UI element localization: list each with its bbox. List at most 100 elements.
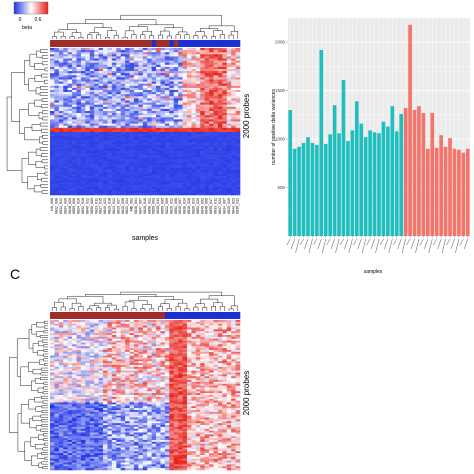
- column-dendrogram-branch: [131, 34, 137, 39]
- heatmap-cell: [94, 136, 99, 139]
- heatmap-cell: [54, 138, 60, 141]
- heatmap-cell: [191, 87, 197, 91]
- heatmap-cell: [94, 182, 99, 185]
- heatmap-cell: [151, 176, 157, 179]
- heatmap-cell: [231, 335, 236, 338]
- heatmap-cell: [226, 342, 232, 345]
- heatmap-cell: [72, 54, 77, 57]
- column-dendrogram-branch: [71, 302, 82, 309]
- heatmap-cell: [58, 335, 64, 338]
- heatmap-cell: [195, 333, 201, 336]
- heatmap-cell: [235, 338, 241, 341]
- heatmap-cell: [147, 329, 152, 332]
- heatmap-cell: [54, 327, 60, 330]
- heatmap-cell: [204, 182, 210, 185]
- heatmap-cell: [98, 340, 104, 343]
- heatmap-cell: [191, 54, 197, 57]
- heatmap-cell: [111, 98, 117, 101]
- row-dendrogram-branch: [41, 98, 48, 102]
- heatmap-cell: [80, 335, 86, 338]
- heatmap-cell: [217, 77, 223, 80]
- heatmap-cell: [142, 188, 148, 192]
- heatmap-cell: [142, 167, 148, 171]
- bar: [337, 133, 341, 236]
- heatmap-cell: [67, 136, 73, 139]
- heatmap-cell: [173, 52, 179, 55]
- heatmap-cell: [138, 119, 144, 122]
- heatmap-cell: [94, 376, 99, 379]
- heatmap-cell: [156, 171, 161, 175]
- heatmap-cell: [50, 73, 55, 76]
- heatmap-cell: [204, 155, 210, 158]
- row-dendrogram-branch: [24, 60, 30, 85]
- heatmap-cell: [160, 169, 166, 173]
- heatmap-cell: [160, 357, 166, 360]
- heatmap-cell: [147, 142, 152, 145]
- heatmap-cell: [209, 372, 214, 375]
- heatmap-cell: [142, 104, 148, 108]
- heatmap-cell: [151, 106, 157, 110]
- heatmap-cell: [50, 325, 55, 328]
- heatmap-cell: [231, 321, 236, 325]
- heatmap-cell: [80, 180, 86, 183]
- heatmap-cell: [89, 192, 95, 196]
- heatmap-cell: [182, 134, 188, 137]
- heatmap-cell: [204, 363, 210, 366]
- heatmap-cell: [80, 338, 86, 341]
- heatmap-cell: [120, 378, 126, 381]
- heatmap-cell: [63, 163, 68, 166]
- heatmap-cell: [195, 171, 201, 175]
- heatmap-cell: [178, 79, 183, 82]
- heatmap-cell: [125, 378, 130, 381]
- heatmap-cell: [226, 77, 232, 80]
- heatmap-cell: [204, 163, 210, 166]
- heatmap-cell: [173, 111, 179, 114]
- heatmap-cell: [217, 365, 223, 368]
- heatmap-cell: [182, 117, 188, 120]
- heatmap-cell: [147, 102, 152, 105]
- heatmap-cell: [116, 102, 121, 105]
- heatmap-cell: [50, 157, 55, 160]
- heatmap-cell: [164, 320, 170, 323]
- bar: [417, 106, 421, 236]
- heatmap-cell: [107, 54, 113, 57]
- heatmap-cell: [50, 365, 55, 368]
- x-tick-label: [299, 238, 304, 246]
- column-dendrogram-branch: [54, 31, 64, 37]
- heatmap-cell: [200, 75, 205, 78]
- heatmap-cell: [213, 121, 219, 124]
- heatmap-cell: [169, 87, 175, 91]
- heatmap-cell: [63, 348, 68, 351]
- heatmap-cell: [98, 81, 104, 84]
- heatmap-cell: [98, 320, 104, 323]
- heatmap-cell: [129, 66, 135, 70]
- heatmap-cell: [164, 106, 170, 110]
- heatmap-cell: [76, 58, 82, 61]
- heatmap-cell: [94, 121, 99, 124]
- heatmap-cell: [125, 323, 130, 326]
- heatmap-cell: [186, 113, 192, 116]
- heatmap-cell: [160, 77, 166, 80]
- heatmap-cell: [120, 169, 126, 173]
- heatmap-cell: [191, 123, 197, 126]
- heatmap-cell: [213, 155, 219, 158]
- heatmap-cell: [116, 144, 121, 147]
- heatmap-cell: [120, 363, 126, 366]
- heatmap-cell: [111, 155, 117, 158]
- heatmap-cell: [89, 169, 95, 173]
- heatmap-cell: [89, 327, 95, 330]
- heatmap-cell: [133, 333, 139, 336]
- row-dendrogram-branch: [42, 61, 48, 66]
- heatmap-cell: [103, 60, 108, 63]
- heatmap-cell: [156, 338, 161, 341]
- heatmap-cell: [160, 98, 166, 101]
- heatmap-cell: [235, 56, 241, 59]
- heatmap-cell: [147, 146, 152, 150]
- x-tick-label: [361, 238, 366, 254]
- heatmap-cell: [89, 87, 95, 91]
- heatmap-cell: [151, 134, 157, 137]
- heatmap-cell: [72, 136, 77, 139]
- heatmap-cell: [222, 340, 228, 343]
- heatmap-cell: [107, 140, 113, 143]
- heatmap-cell: [111, 165, 117, 168]
